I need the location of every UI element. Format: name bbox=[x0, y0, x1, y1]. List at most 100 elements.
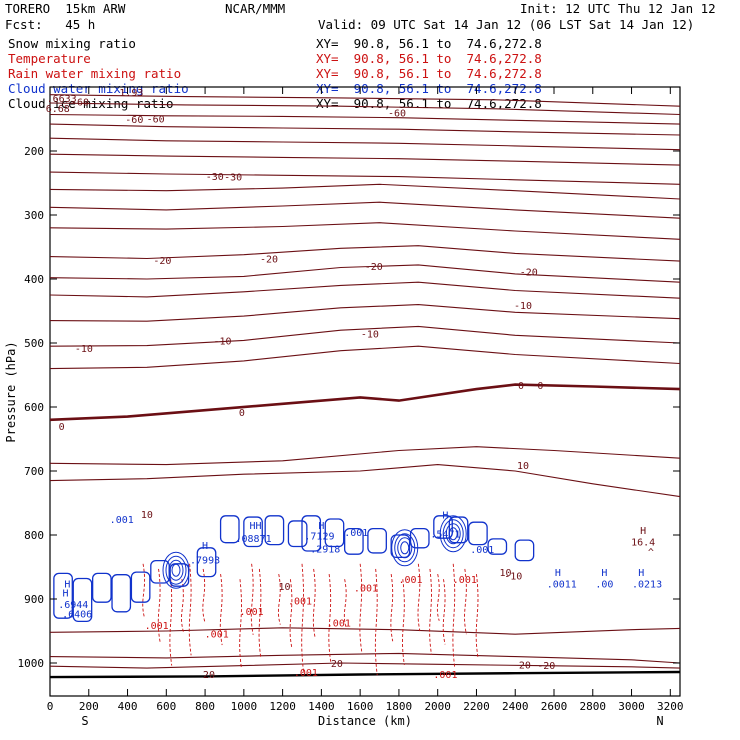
isotherm-label-22: -10 bbox=[504, 571, 522, 582]
cloud-water-label-14: .6406 bbox=[62, 610, 92, 621]
cloud-water-label-10: H bbox=[318, 521, 324, 532]
x-tick-label-15: 3000 bbox=[618, 700, 645, 713]
cloud-water-label-16: H bbox=[555, 568, 561, 579]
x-tick-label-7: 1400 bbox=[308, 700, 335, 713]
isotherm-line-16 bbox=[49, 383, 681, 422]
y-tick-label-8: 1000 bbox=[18, 657, 45, 670]
rain-water-contour-20 bbox=[417, 563, 421, 632]
cloud-water-contour-7 bbox=[196, 547, 217, 578]
isotherm-label-3: -60 bbox=[388, 109, 406, 120]
cloud-water-label-19: .00 bbox=[595, 580, 613, 591]
isotherm-label-10: -10 bbox=[514, 301, 532, 312]
cloud-water-core-1-2 bbox=[442, 519, 464, 549]
isotherm-line-21 bbox=[49, 662, 681, 669]
cloud-water-contour-11 bbox=[287, 520, 308, 548]
x-tick-label-13: 2600 bbox=[541, 700, 568, 713]
rain-water-label-0: .001 bbox=[354, 583, 378, 594]
field-name-cloud-ice: Cloud ice mixing ratio bbox=[8, 96, 174, 111]
max-marker-1: 16.4 bbox=[631, 537, 655, 548]
north-end-label: N bbox=[656, 714, 663, 728]
field-name-cloud-water: Cloud water mixing ratio bbox=[8, 81, 189, 96]
surface-pressure-line bbox=[49, 670, 681, 679]
isotherm-line-17 bbox=[49, 446, 681, 466]
isotherm-label-9: -20 bbox=[365, 262, 383, 273]
cloud-water-label-21: .0213 bbox=[632, 580, 662, 591]
rain-water-label-1: .001 bbox=[399, 575, 423, 586]
cloud-water-core-2-0 bbox=[171, 563, 181, 577]
cloud-water-contour-14 bbox=[343, 527, 364, 555]
isotherm-line-9 bbox=[49, 222, 681, 240]
field-name-snow: Snow mixing ratio bbox=[8, 36, 136, 51]
isotherm-label-13: -10 bbox=[75, 344, 93, 355]
rain-water-contour-15 bbox=[343, 579, 347, 628]
rain-water-contour-18 bbox=[390, 573, 394, 642]
top-value-label-0: 6.68 bbox=[46, 104, 70, 115]
x-tick-label-10: 2000 bbox=[424, 700, 451, 713]
rain-water-contour-8 bbox=[250, 563, 254, 635]
isotherm-label-5: -30 bbox=[224, 173, 242, 184]
rain-water-contour-26 bbox=[475, 573, 479, 658]
cloud-water-label-5: .7129 bbox=[304, 532, 334, 543]
isotherm-label-26: 20 bbox=[203, 670, 215, 681]
isotherm-line-15 bbox=[49, 345, 681, 370]
rain-water-label-9: .001 bbox=[294, 668, 318, 679]
plot-frame bbox=[49, 86, 681, 697]
x-tick-label-14: 2800 bbox=[580, 700, 607, 713]
isotherm-label-19: 10 bbox=[141, 510, 153, 521]
rain-water-contour-6 bbox=[219, 573, 223, 646]
isotherm-label-17: 0 bbox=[59, 422, 65, 433]
isotherm-label-6: -20 bbox=[520, 267, 538, 278]
rain-water-contour-24 bbox=[452, 563, 456, 669]
isotherm-label-18: 10 bbox=[517, 461, 529, 472]
cloud-water-label-2: .001 bbox=[110, 515, 134, 526]
cloud-water-core-1-1 bbox=[445, 523, 461, 545]
forecast-hour: Fcst: 45 h bbox=[5, 17, 96, 32]
y-tick-label-5: 700 bbox=[24, 465, 44, 478]
cloud-water-label-20: H bbox=[638, 568, 644, 579]
cloud-water-contour-18 bbox=[433, 515, 453, 539]
y-tick-label-6: 800 bbox=[24, 529, 44, 542]
cloud-water-label-6: .2918 bbox=[310, 544, 340, 555]
isotherm-line-8 bbox=[49, 201, 681, 219]
cloud-water-label-12: H bbox=[62, 589, 68, 600]
x-tick-label-8: 1600 bbox=[347, 700, 374, 713]
rain-water-contour-23 bbox=[442, 579, 446, 645]
y-axis-label: Pressure (hPa) bbox=[4, 341, 18, 442]
isotherm-label-2: -60 bbox=[147, 114, 165, 125]
cloud-water-label-18: H bbox=[601, 568, 607, 579]
cloud-water-core-2-3 bbox=[162, 551, 190, 589]
cloud-water-contour-15 bbox=[367, 527, 387, 554]
cloud-water-label-17: .0011 bbox=[547, 580, 577, 591]
cloud-water-label-0: .001 bbox=[344, 528, 368, 539]
isotherm-line-20 bbox=[49, 652, 681, 664]
cloud-water-core-2-1 bbox=[168, 559, 184, 581]
rain-water-label-7: .001 bbox=[205, 630, 229, 641]
cloud-water-contour-10 bbox=[264, 515, 285, 546]
cloud-water-contour-0 bbox=[53, 572, 73, 619]
isotherm-line-11 bbox=[49, 264, 681, 283]
y-tick-label-7: 900 bbox=[24, 593, 44, 606]
init-time: Init: 12 UTC Thu 12 Jan 12 bbox=[520, 1, 716, 16]
isotherm-line-3 bbox=[49, 123, 681, 136]
y-tick-label-0: 200 bbox=[24, 145, 44, 158]
rain-water-contour-1 bbox=[157, 568, 161, 642]
field-xy-rain: XY= 90.8, 56.1 to 74.6,272.8 bbox=[316, 66, 542, 81]
rain-water-contour-13 bbox=[312, 568, 316, 639]
isotherm-label-12: -10 bbox=[213, 336, 231, 347]
x-tick-label-9: 1800 bbox=[386, 700, 413, 713]
y-tick-label-1: 300 bbox=[24, 209, 44, 222]
cloud-water-core-0-2 bbox=[394, 533, 416, 563]
south-end-label: S bbox=[81, 714, 88, 728]
isotherm-line-13 bbox=[49, 304, 681, 322]
organization: NCAR/MMM bbox=[225, 1, 286, 16]
rain-water-label-6: .001 bbox=[145, 621, 169, 632]
cloud-water-core-1-0 bbox=[448, 527, 458, 541]
cloud-water-contour-17 bbox=[409, 527, 430, 549]
cloud-water-contour-8 bbox=[219, 515, 240, 544]
cloud-water-label-4: .08871 bbox=[235, 534, 271, 545]
cloud-water-contour-3 bbox=[111, 574, 132, 613]
cloud-water-contour-12 bbox=[301, 515, 322, 552]
rain-water-contour-11 bbox=[289, 579, 293, 649]
isotherm-line-18 bbox=[49, 464, 681, 498]
